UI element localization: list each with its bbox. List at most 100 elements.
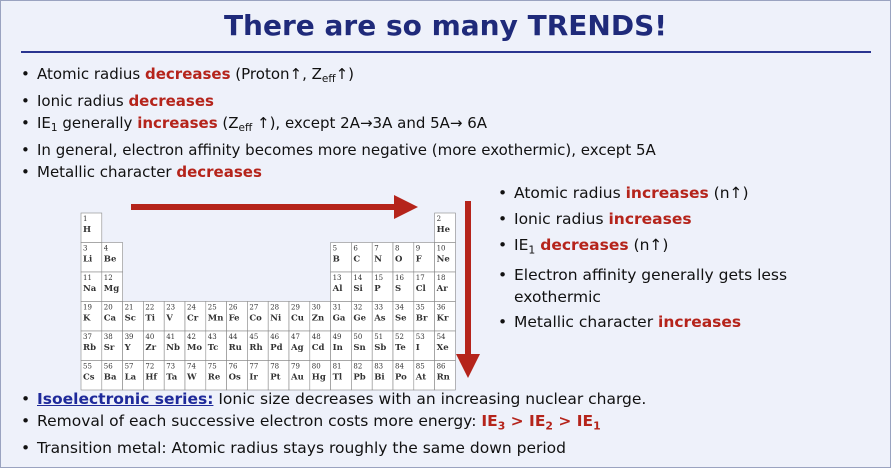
red-text: > IE: [552, 412, 594, 430]
element-symbol: Na: [83, 284, 97, 294]
element-symbol: Tl: [333, 373, 343, 383]
element-symbol: Se: [395, 314, 407, 324]
atomic-number: 18: [437, 274, 446, 282]
element-symbol: Ge: [353, 314, 366, 324]
atomic-number: 6: [353, 245, 358, 253]
element-symbol: Zr: [145, 343, 156, 353]
text: Ionic radius: [37, 92, 129, 111]
element-symbol: K: [83, 314, 91, 324]
bullet: IE1 decreases (n↑): [498, 233, 798, 262]
element-symbol: N: [374, 255, 382, 265]
atomic-number: 42: [187, 333, 196, 341]
atomic-number: 13: [333, 274, 342, 282]
element-symbol: Ga: [333, 314, 346, 324]
element-symbol: O: [395, 255, 403, 265]
element-symbol: Re: [208, 373, 221, 383]
atomic-number: 2: [437, 215, 441, 223]
element-symbol: V: [165, 314, 173, 324]
element-symbol: Ta: [166, 373, 178, 383]
red-text: > IE: [505, 412, 546, 430]
element-symbol: Sr: [104, 343, 115, 353]
text: Ionic radius: [514, 210, 609, 228]
bullet: Atomic radius increases (n↑): [498, 181, 798, 205]
atomic-number: 85: [416, 363, 425, 371]
link-text[interactable]: Isoelectronic series:: [37, 390, 214, 408]
atomic-number: 54: [437, 333, 446, 341]
atomic-number: 25: [208, 304, 217, 312]
bullet: In general, electron affinity becomes mo…: [21, 139, 881, 161]
atomic-number: 79: [291, 363, 300, 371]
atomic-number: 45: [249, 333, 258, 341]
text: Atomic radius: [514, 184, 626, 202]
atomic-number: 56: [104, 363, 113, 371]
element-symbol: Ni: [270, 314, 282, 324]
atomic-number: 39: [125, 333, 134, 341]
bullet: IE1 generally increases (Zeff ↑), except…: [21, 112, 881, 139]
element-symbol: Cd: [312, 343, 325, 353]
atomic-number: 10: [437, 245, 446, 253]
element-symbol: Xe: [437, 343, 450, 353]
red-text: increases: [658, 313, 742, 332]
element-symbol: Si: [353, 284, 363, 294]
atomic-number: 8: [395, 245, 399, 253]
atomic-number: 41: [166, 333, 175, 341]
atomic-number: 81: [333, 363, 342, 371]
text: Removal of each successive electron cost…: [37, 412, 482, 430]
atomic-number: 77: [249, 363, 258, 371]
element-symbol: I: [416, 343, 420, 353]
atomic-number: 14: [353, 274, 362, 282]
top-bullets: Atomic radius decreases (Proton↑, Zeff↑)…: [21, 63, 881, 183]
element-symbol: Cr: [187, 314, 199, 324]
element-symbol: B: [333, 255, 340, 265]
atomic-number: 34: [395, 304, 404, 312]
element-symbol: Li: [83, 255, 93, 265]
atomic-number: 74: [187, 363, 196, 371]
red-text: decreases: [128, 92, 214, 111]
element-symbol: Pb: [353, 373, 365, 383]
red-text: increases: [608, 210, 692, 228]
element-symbol: Br: [416, 314, 428, 324]
atomic-number: 21: [125, 304, 134, 312]
atomic-number: 53: [416, 333, 425, 341]
element-symbol: Pt: [270, 373, 280, 383]
bottom-bullets: Isoelectronic series: Ionic size decreas…: [21, 388, 881, 459]
atomic-number: 23: [166, 304, 175, 312]
sub-text: eff: [238, 122, 253, 135]
atomic-number: 55: [83, 363, 92, 371]
element-symbol: Cl: [416, 284, 427, 294]
text: Atomic radius: [37, 65, 145, 83]
element-symbol: Mo: [187, 343, 202, 353]
element-symbol: Pd: [270, 343, 282, 353]
element-symbol: Y: [124, 343, 132, 353]
atomic-number: 22: [145, 304, 154, 312]
atomic-number: 40: [145, 333, 154, 341]
text: Transition metal: Atomic radius stays ro…: [37, 439, 566, 458]
atomic-number: 17: [416, 274, 425, 282]
redsub-text: 3: [497, 419, 506, 433]
element-symbol: Ir: [249, 373, 258, 383]
element-symbol: C: [353, 255, 360, 265]
atomic-number: 78: [270, 363, 279, 371]
atomic-number: 3: [83, 245, 87, 253]
atomic-number: 9: [416, 245, 420, 253]
element-symbol: Mg: [104, 284, 119, 294]
element-symbol: Ti: [145, 314, 155, 324]
atomic-number: 5: [333, 245, 337, 253]
bullet: Electron affinity generally gets less ex…: [498, 264, 798, 308]
slide-title: There are so many TRENDS!: [223, 9, 668, 42]
atomic-number: 4: [104, 245, 109, 253]
atomic-number: 82: [353, 363, 362, 371]
element-symbol: Au: [290, 373, 304, 383]
atomic-number: 52: [395, 333, 404, 341]
element-symbol: Zn: [312, 314, 324, 324]
text: (Z: [217, 114, 239, 133]
atomic-number: 1: [83, 215, 87, 223]
element-symbol: H: [83, 225, 91, 235]
atomic-number: 75: [208, 363, 217, 371]
bullet: Atomic radius decreases (Proton↑, Zeff↑): [21, 63, 881, 90]
atomic-number: 7: [374, 245, 378, 253]
sub-text: 1: [528, 243, 536, 257]
atomic-number: 29: [291, 304, 300, 312]
sub-text: 1: [50, 122, 58, 135]
